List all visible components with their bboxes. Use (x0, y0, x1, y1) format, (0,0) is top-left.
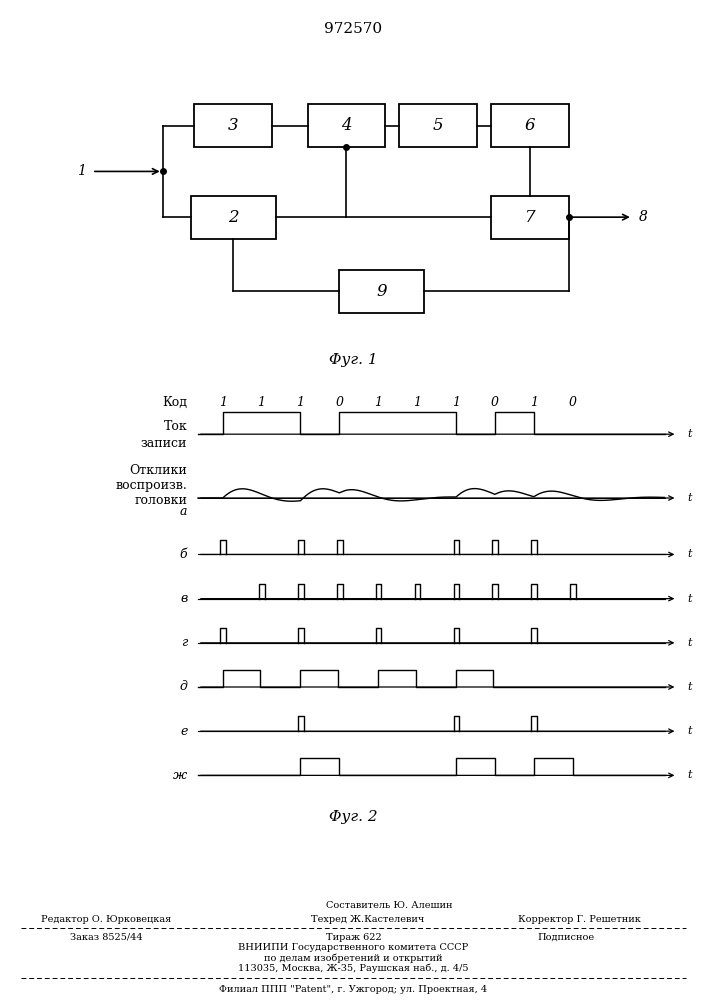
Text: 3: 3 (228, 117, 239, 134)
Bar (191, 196, 276, 239)
Text: 1: 1 (77, 164, 86, 178)
Bar (308, 104, 385, 147)
Text: воспроизв.: воспроизв. (116, 479, 187, 492)
Text: а: а (180, 505, 187, 518)
Text: Φуг. 1: Φуг. 1 (329, 353, 378, 367)
Text: головки: головки (134, 494, 187, 507)
Text: Код: Код (163, 396, 187, 409)
Text: 6: 6 (525, 117, 536, 134)
Text: Подписное: Подписное (537, 932, 594, 942)
Text: t: t (687, 638, 691, 648)
Text: t: t (687, 549, 691, 559)
Text: 113035, Москва, Ж-35, Раушская наб., д. 4/5: 113035, Москва, Ж-35, Раушская наб., д. … (238, 963, 469, 973)
Text: б: б (180, 548, 187, 561)
Text: 9: 9 (376, 283, 387, 300)
Bar (491, 104, 569, 147)
Text: 0: 0 (568, 396, 577, 409)
Text: записи: записи (141, 437, 187, 450)
Bar (194, 104, 272, 147)
Text: Филиал ППП "Patent", г. Ужгород; ул. Проектная, 4: Филиал ППП "Patent", г. Ужгород; ул. Про… (219, 984, 488, 994)
Text: 1: 1 (374, 396, 382, 409)
Text: 1: 1 (257, 396, 266, 409)
Text: 7: 7 (525, 209, 536, 226)
Text: д: д (180, 680, 187, 694)
Text: ВНИИПИ Государственного комитета СССР: ВНИИПИ Государственного комитета СССР (238, 944, 469, 952)
Bar (399, 104, 477, 147)
Text: t: t (687, 493, 691, 503)
Text: 0: 0 (335, 396, 344, 409)
Text: 0: 0 (491, 396, 499, 409)
Text: Заказ 8525/44: Заказ 8525/44 (70, 932, 142, 942)
Text: Техред Ж.Кастелевич: Техред Ж.Кастелевич (311, 914, 424, 924)
Text: 4: 4 (341, 117, 352, 134)
Text: Φуг. 2: Φуг. 2 (329, 810, 378, 824)
Text: 1: 1 (413, 396, 421, 409)
Text: t: t (687, 682, 691, 692)
Text: t: t (687, 594, 691, 604)
Text: 1: 1 (296, 396, 305, 409)
Bar (339, 270, 424, 313)
Text: Составитель Ю. Алешин: Составитель Ю. Алешин (326, 902, 452, 910)
Text: t: t (687, 770, 691, 780)
Text: Корректор Г. Решетник: Корректор Г. Решетник (518, 914, 641, 924)
Text: по делам изобретений и открытий: по делам изобретений и открытий (264, 953, 443, 963)
Text: Отклики: Отклики (129, 464, 187, 478)
Text: Ток: Ток (163, 420, 187, 433)
Text: Тираж 622: Тираж 622 (326, 932, 381, 942)
Text: 2: 2 (228, 209, 239, 226)
Text: 5: 5 (433, 117, 444, 134)
Text: Редактор О. Юрковецкая: Редактор О. Юрковецкая (41, 914, 171, 924)
Text: t: t (687, 726, 691, 736)
Text: г: г (181, 636, 187, 649)
Text: 972570: 972570 (325, 22, 382, 36)
Bar (491, 196, 569, 239)
Text: е: е (180, 725, 187, 738)
Text: t: t (687, 429, 691, 439)
Text: 1: 1 (452, 396, 460, 409)
Text: ж: ж (173, 769, 187, 782)
Text: 8: 8 (639, 210, 648, 224)
Text: 1: 1 (218, 396, 227, 409)
Text: в: в (180, 592, 187, 605)
Text: 1: 1 (530, 396, 538, 409)
